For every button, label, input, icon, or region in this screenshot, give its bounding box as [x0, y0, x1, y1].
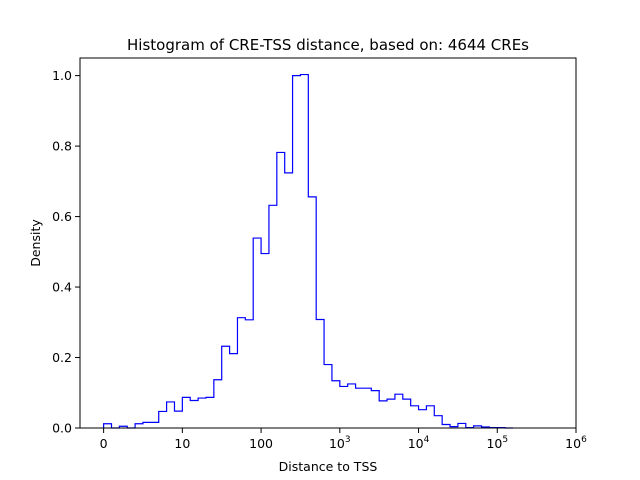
x-tick-base: 10	[486, 436, 502, 451]
x-axis: 0 10 100 103 104 105 106	[100, 428, 587, 451]
x-tick-label: 0	[100, 436, 108, 451]
x-tick-exponent: 5	[502, 435, 508, 445]
y-tick-label: 0.4	[52, 280, 72, 295]
x-tick-label: 10	[174, 436, 190, 451]
x-tick-base: 10	[565, 436, 581, 451]
y-tick-label: 0.6	[52, 209, 72, 224]
x-tick-base: 10	[408, 436, 424, 451]
plot-area	[80, 58, 576, 428]
x-tick-base: 10	[329, 436, 345, 451]
x-tick-label: 103	[329, 435, 351, 451]
y-tick-label: 0.2	[52, 350, 72, 365]
plot-frame	[79, 57, 577, 429]
x-tick-exponent: 6	[581, 435, 587, 445]
x-tick-label: 100	[249, 436, 273, 451]
x-tick-label: 104	[408, 435, 430, 451]
y-tick-label: 1.0	[52, 68, 72, 83]
y-tick-label: 0.0	[52, 421, 72, 436]
x-axis-label: Distance to TSS	[279, 459, 378, 474]
y-axis: 0.0 0.2 0.4 0.6 0.8 1.0	[52, 68, 80, 436]
y-tick-label: 0.8	[52, 139, 72, 154]
x-tick-label: 106	[565, 435, 587, 451]
chart-title: Histogram of CRE-TSS distance, based on:…	[127, 36, 529, 54]
y-axis-label: Density	[28, 219, 43, 267]
x-tick-exponent: 4	[424, 435, 430, 445]
x-tick-exponent: 3	[345, 435, 351, 445]
x-tick-label: 105	[486, 435, 508, 451]
histogram-step-line	[103, 73, 514, 429]
